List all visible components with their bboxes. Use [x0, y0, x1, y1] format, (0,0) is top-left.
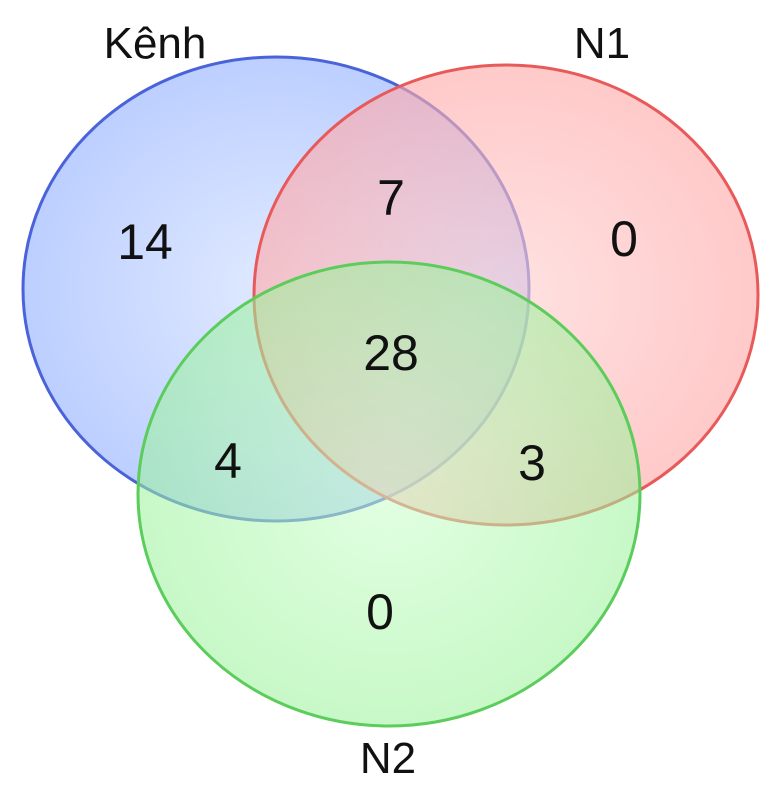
count-n2-only: 0	[366, 584, 394, 640]
count-kenh-only: 14	[117, 214, 173, 270]
count-n1-n2: 3	[518, 435, 546, 491]
count-kenh-n2: 4	[214, 433, 242, 489]
set-label-n2: N2	[360, 734, 416, 783]
set-circle-n2	[136, 260, 642, 728]
count-kenh-n1: 7	[377, 170, 405, 226]
set-label-kenh: Kênh	[104, 19, 207, 68]
count-n1-only: 0	[610, 211, 638, 267]
count-all: 28	[363, 325, 419, 381]
set-label-n1: N1	[574, 19, 630, 68]
